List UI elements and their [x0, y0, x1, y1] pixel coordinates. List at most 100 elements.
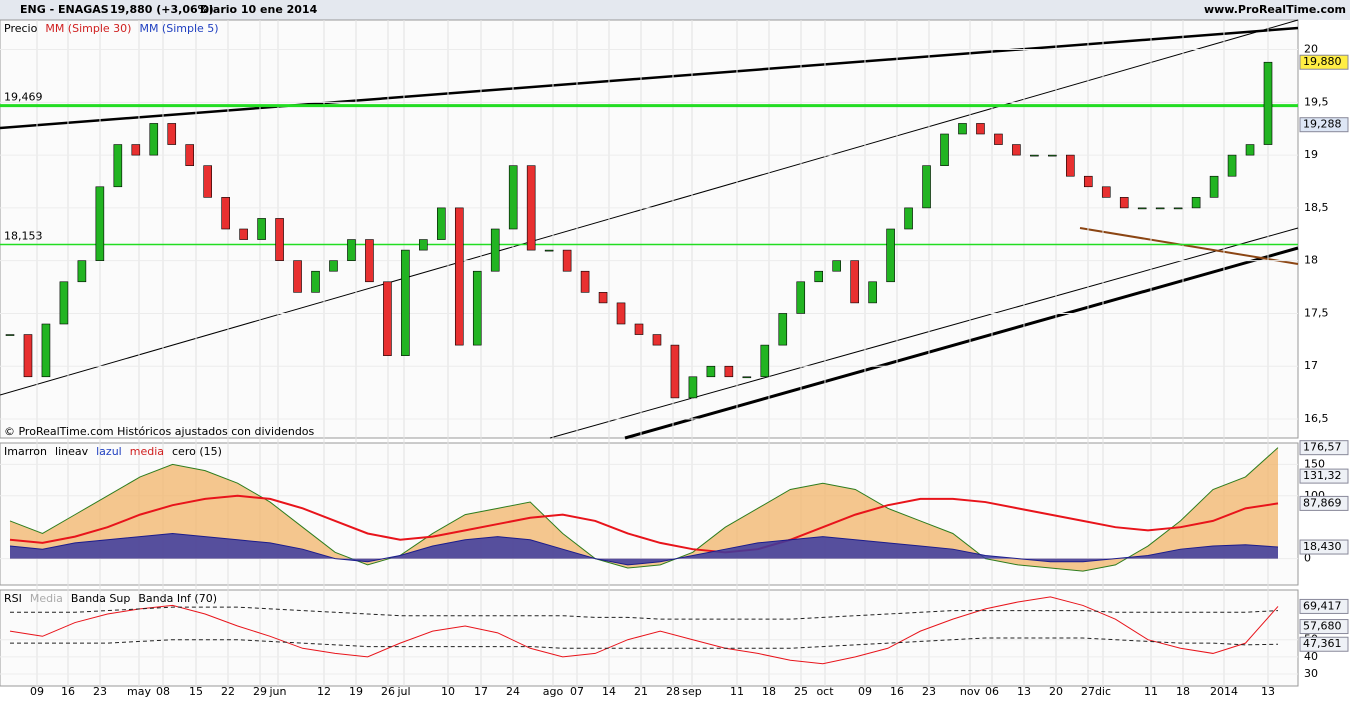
y-tick-label: 17 [1304, 359, 1318, 372]
candle [1012, 144, 1021, 156]
candle [167, 123, 177, 145]
x-tick-label: 18 [1176, 685, 1190, 698]
line [9, 532, 1279, 566]
x-tick-label: 23 [93, 685, 107, 698]
x-tick-label: sep [682, 685, 701, 698]
candle [1030, 154, 1039, 157]
x-tick-label: 15 [189, 685, 203, 698]
candle [742, 376, 752, 379]
x-tick-label: oct [816, 685, 834, 698]
candle [293, 260, 302, 293]
line [10, 606, 1279, 620]
y-tick-label: 40 [1304, 650, 1318, 663]
price-tag-label: 176,57 [1303, 441, 1342, 454]
x-tick-label: 2014 [1210, 685, 1238, 698]
candle [958, 123, 967, 135]
x-tick-label: 09 [30, 685, 44, 698]
candle [95, 186, 105, 261]
trend-line [1079, 227, 1299, 265]
x-tick-label: 08 [156, 685, 170, 698]
candle [562, 249, 572, 272]
candle [922, 165, 931, 209]
candle [832, 260, 841, 272]
price-tag-label: 57,680 [1303, 620, 1342, 633]
footer: © ProRealTime.com Históricos ajustados c… [4, 425, 315, 438]
candle [1263, 61, 1273, 145]
price-tag [1299, 468, 1349, 484]
candle [59, 281, 69, 325]
legend-entry: media [130, 445, 164, 458]
trend-line [549, 227, 1299, 439]
candle [437, 207, 446, 240]
candle [1083, 175, 1093, 188]
x-tick-label: 20 [1049, 685, 1063, 698]
candle [868, 281, 877, 304]
candle [347, 239, 356, 261]
candle [904, 207, 913, 230]
x-tick-label: nov [960, 685, 981, 698]
x-tick-label: 11 [730, 685, 744, 698]
candle [23, 334, 33, 378]
x-tick-label: 17 [474, 685, 488, 698]
candle [419, 239, 428, 251]
candle [652, 334, 662, 346]
price-tag-label: 47,361 [1303, 637, 1342, 650]
y-tick-label: 17,5 [1304, 306, 1329, 319]
quote: 19,880 (+3,06%) [110, 3, 214, 16]
price-tag-label: 18,430 [1303, 540, 1342, 553]
price-tag-label: 87,869 [1303, 496, 1342, 509]
candle [329, 260, 338, 272]
candle [706, 365, 716, 378]
level-label: 18,153 [4, 230, 43, 243]
x-tick-label: jun [269, 685, 287, 698]
candle [1119, 197, 1129, 209]
candle [203, 165, 212, 198]
x-tick-label: dic [1095, 685, 1111, 698]
candle [275, 218, 284, 261]
candle [994, 133, 1003, 145]
candle [1245, 144, 1255, 156]
x-tick-label: may [127, 685, 151, 698]
y-tick-label: 30 [1304, 667, 1318, 680]
period: Diario 10 ene 2014 [200, 3, 318, 16]
x-tick-label: jul [396, 685, 410, 698]
legend-entry: Media [30, 592, 63, 605]
candle [185, 144, 195, 166]
y-tick-label: 19,5 [1304, 95, 1329, 108]
price-tag-label: 131,32 [1303, 469, 1342, 482]
ticker: ENG - ENAGAS [20, 3, 109, 16]
candle [796, 281, 806, 314]
line [9, 494, 1279, 554]
trend-line [0, 26, 1299, 130]
x-tick-label: 13 [1017, 685, 1031, 698]
x-tick-label: 24 [506, 685, 520, 698]
candle [113, 144, 123, 188]
y-tick-label: 0 [1304, 552, 1311, 565]
candle [5, 334, 15, 336]
candle [724, 365, 734, 378]
candle [616, 302, 626, 325]
x-tick-label: 09 [858, 685, 872, 698]
line [10, 637, 1279, 649]
candle [508, 165, 518, 230]
candle [454, 207, 464, 346]
price-tag-label: 19,288 [1303, 118, 1342, 131]
candle [149, 123, 159, 156]
candle [221, 197, 230, 230]
x-tick-label: 18 [762, 685, 776, 698]
candle [490, 228, 500, 272]
x-tick-label: 25 [794, 685, 808, 698]
legend-entry: Banda Sup [71, 592, 130, 605]
candle [365, 239, 374, 283]
x-tick-label: 12 [317, 685, 331, 698]
candle [850, 260, 859, 304]
legend-entry: MM (Simple 30) [45, 22, 131, 35]
candle [1155, 207, 1165, 210]
legend-entry: Imarron [4, 445, 47, 458]
candle [131, 144, 141, 156]
candle [77, 260, 87, 283]
x-tick-label: 11 [1144, 685, 1158, 698]
x-tick-label: 16 [890, 685, 904, 698]
